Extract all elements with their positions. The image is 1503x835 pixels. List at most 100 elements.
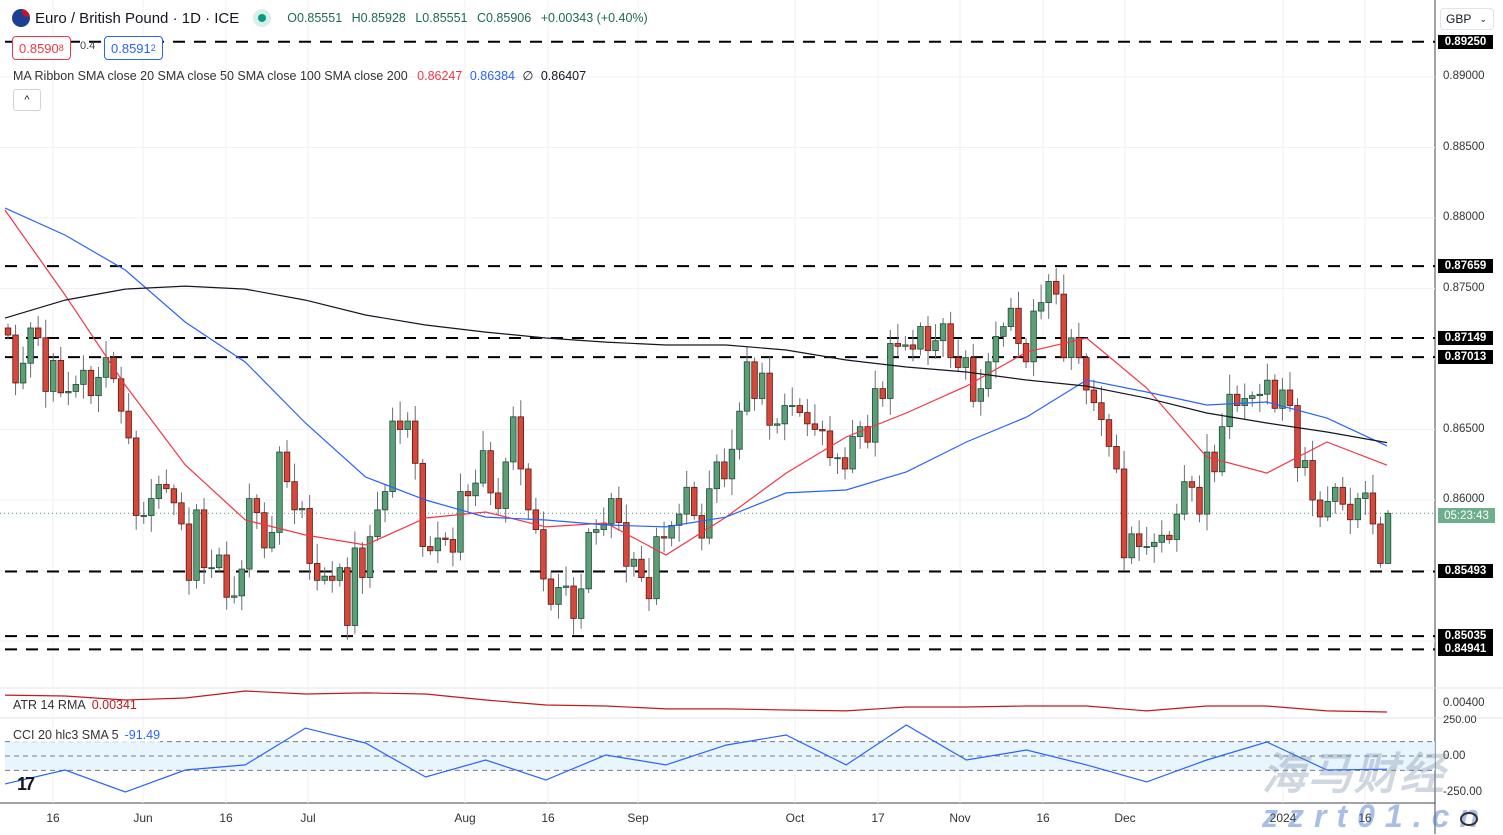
- candle: [547, 571, 555, 611]
- candle-body-up: [600, 523, 607, 531]
- open-value: O0.85551: [287, 11, 343, 25]
- candle-body-down: [223, 554, 230, 598]
- candle-body-up: [577, 588, 585, 619]
- candle: [1143, 526, 1150, 555]
- candle: [736, 402, 743, 460]
- candle: [155, 475, 163, 509]
- candle: [42, 319, 49, 408]
- candle: [1196, 475, 1203, 523]
- candle: [419, 459, 426, 557]
- candle-body-down: [766, 372, 773, 426]
- candle-body-up: [148, 498, 155, 516]
- candle: [510, 406, 517, 471]
- candle: [1083, 353, 1090, 405]
- time-tick: Jul: [300, 811, 316, 825]
- candle: [268, 515, 276, 553]
- symbol-title[interactable]: Euro / British Pound · 1D · ICE: [35, 9, 240, 27]
- candle: [819, 420, 826, 446]
- candle: [396, 401, 404, 444]
- level-label: 0.84941: [1438, 642, 1493, 657]
- candle: [706, 470, 713, 545]
- candle-body-up: [992, 336, 1000, 363]
- candle-body-up: [728, 448, 736, 480]
- candle: [366, 524, 374, 588]
- candle: [1166, 531, 1173, 544]
- candle: [728, 429, 736, 496]
- candle: [849, 420, 856, 474]
- candle-body-down: [1113, 446, 1120, 470]
- candle-body-down: [1347, 503, 1354, 521]
- candle: [442, 532, 449, 546]
- candle-body-down: [638, 558, 645, 578]
- candle: [1068, 329, 1075, 370]
- candle: [992, 321, 1000, 379]
- candle-body-up: [773, 423, 781, 426]
- candle-body-down: [525, 468, 532, 511]
- candle: [1332, 483, 1339, 514]
- candle-body-down: [412, 420, 419, 464]
- candle-body-up: [592, 529, 600, 533]
- candle: [412, 406, 419, 480]
- candle-body-down: [132, 437, 140, 516]
- candle: [811, 404, 819, 436]
- candle-body-up: [50, 360, 57, 392]
- spread: 0.4: [80, 40, 96, 52]
- time-tick: 16: [541, 811, 555, 825]
- candle: [479, 431, 487, 488]
- candle-body-down: [1309, 460, 1316, 501]
- candle-body-up: [298, 508, 306, 511]
- candle-body-up: [1037, 302, 1045, 312]
- time-tick: Jun: [133, 811, 153, 825]
- buy-button[interactable]: 0.8591 2: [104, 36, 163, 60]
- candle: [1037, 284, 1045, 320]
- atr-legend[interactable]: ATR 14 RMA 0.00341: [13, 698, 137, 712]
- candle-body-up: [668, 524, 675, 539]
- candle-body-up: [246, 498, 253, 570]
- candle: [517, 400, 524, 486]
- time-tick: Sep: [627, 811, 649, 825]
- moving-averages: [4, 207, 1388, 556]
- cci-label: CCI 20 hlc3 SMA 5: [13, 728, 119, 742]
- candle-body-down: [163, 484, 170, 490]
- currency-select[interactable]: GBP ⌄: [1440, 8, 1494, 30]
- candle: [1279, 378, 1286, 421]
- candle: [894, 323, 902, 357]
- time-tick: 16: [46, 811, 60, 825]
- candle: [27, 322, 34, 378]
- candle-body-up: [1173, 513, 1181, 540]
- candle: [1120, 450, 1128, 571]
- candle-body-down: [1075, 337, 1083, 358]
- sma100-value: ∅: [522, 69, 534, 83]
- candle-body-up: [713, 461, 721, 490]
- candle: [374, 491, 381, 541]
- cci-legend[interactable]: CCI 20 hlc3 SMA 5 -91.49: [13, 728, 161, 742]
- tradingview-logo[interactable]: 17: [17, 774, 35, 794]
- candle-body-down: [721, 461, 728, 480]
- market-open-icon: [253, 9, 272, 27]
- collapse-legend-button[interactable]: ^: [13, 89, 41, 111]
- candle-body-up: [1279, 389, 1286, 409]
- plot-background: [0, 0, 1435, 803]
- candle-body-up: [1249, 395, 1256, 399]
- ma-ribbon-legend[interactable]: MA Ribbon SMA close 20 SMA close 50 SMA …: [13, 68, 586, 83]
- candle-body-down: [170, 488, 178, 504]
- candle-body-down: [570, 585, 577, 619]
- candle: [834, 453, 841, 475]
- candle: [389, 407, 396, 498]
- candle-body-up: [555, 587, 562, 605]
- candle: [751, 357, 758, 411]
- candle: [1203, 433, 1211, 531]
- candle-body-down: [494, 492, 502, 509]
- candle-body-up: [502, 461, 509, 509]
- sma50-line: [4, 207, 1388, 528]
- candle-body-down: [1188, 481, 1196, 488]
- settings-icon[interactable]: [1460, 812, 1478, 826]
- candle: [1354, 492, 1362, 528]
- candle: [758, 362, 766, 405]
- candle-body-up: [1218, 426, 1226, 473]
- sell-button[interactable]: 0.8590 8: [12, 36, 71, 60]
- candle: [298, 501, 306, 519]
- chevron-down-icon: ⌄: [1479, 13, 1487, 24]
